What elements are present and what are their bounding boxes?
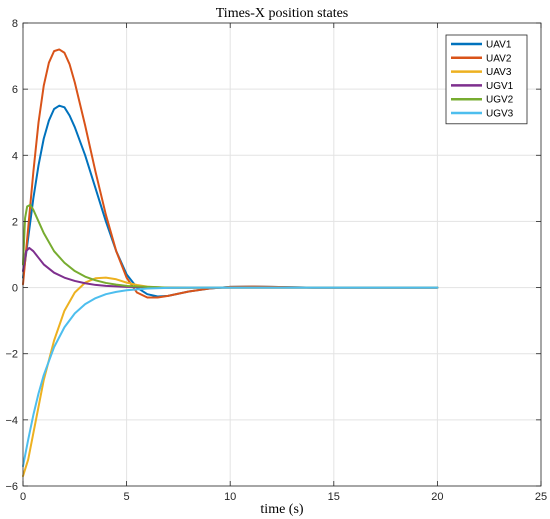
y-tick-label: 6 — [12, 84, 18, 96]
y-tick-label: 2 — [12, 216, 18, 228]
legend-label-uav2: UAV2 — [486, 53, 512, 64]
x-tick-label: 0 — [20, 491, 26, 503]
y-tick-labels: −6 −4 −2 0 2 4 6 8 — [5, 18, 18, 493]
y-tick-label: −4 — [5, 415, 18, 427]
x-tick-label: 15 — [328, 491, 340, 503]
x-tick-label: 10 — [224, 491, 236, 503]
axes-box — [22, 22, 542, 487]
legend-label-ugv3: UGV3 — [486, 109, 514, 120]
x-tick-labels: 0 5 10 15 20 25 — [20, 491, 547, 503]
y-tick-label: −2 — [5, 349, 18, 361]
legend-label-ugv2: UGV2 — [486, 95, 514, 106]
legend-box — [445, 34, 528, 125]
x-tick-label: 25 — [535, 491, 547, 503]
x-tick-label: 5 — [124, 491, 130, 503]
y-tick-label: 8 — [12, 18, 18, 30]
x-axis-title: time (s) — [260, 502, 303, 517]
series-line-ugv3 — [22, 286, 439, 468]
y-tick-label: 4 — [12, 150, 18, 162]
axes-frame — [22, 22, 542, 487]
legend: UAV1 UAV2 UAV3 UGV1 UGV2 UGV3 — [445, 34, 528, 125]
legend-label-uav3: UAV3 — [486, 67, 512, 78]
legend-label-uav1: UAV1 — [486, 40, 512, 51]
x-tick-label: 20 — [431, 491, 443, 503]
legend-label-ugv1: UGV1 — [486, 81, 514, 92]
chart-title: Times-X position states — [216, 6, 349, 21]
y-tick-label: 0 — [12, 283, 18, 295]
ticks — [22, 22, 542, 487]
series-lines — [22, 48, 439, 478]
y-tick-label: −6 — [5, 481, 18, 493]
